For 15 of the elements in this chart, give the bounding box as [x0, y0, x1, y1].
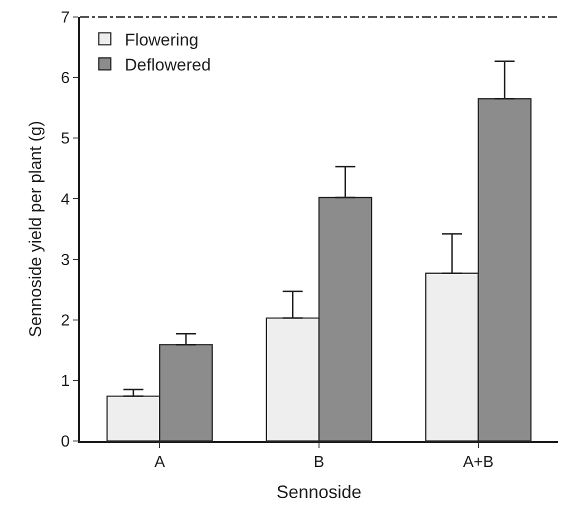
y-tick-label: 4: [60, 191, 70, 208]
legend-label: Deflowered: [124, 56, 211, 75]
legend-label: Flowering: [124, 30, 198, 50]
y-axis-title: Sennoside yield per plant (g): [26, 120, 45, 338]
y-tick-label: 3: [60, 252, 70, 269]
x-axis-title: Sennoside: [276, 482, 362, 502]
y-tick-label: 5: [60, 130, 70, 148]
y-tick-label: 7: [60, 10, 70, 27]
y-tick-label: 6: [60, 70, 70, 88]
y-tick-label: 0: [60, 434, 70, 451]
x-tick-label: B: [314, 454, 324, 472]
y-tick-label: 2: [60, 312, 70, 330]
x-tick-label: A+B: [462, 454, 494, 472]
y-tick-label: 1: [60, 373, 70, 390]
x-tick-label: A: [154, 454, 166, 472]
